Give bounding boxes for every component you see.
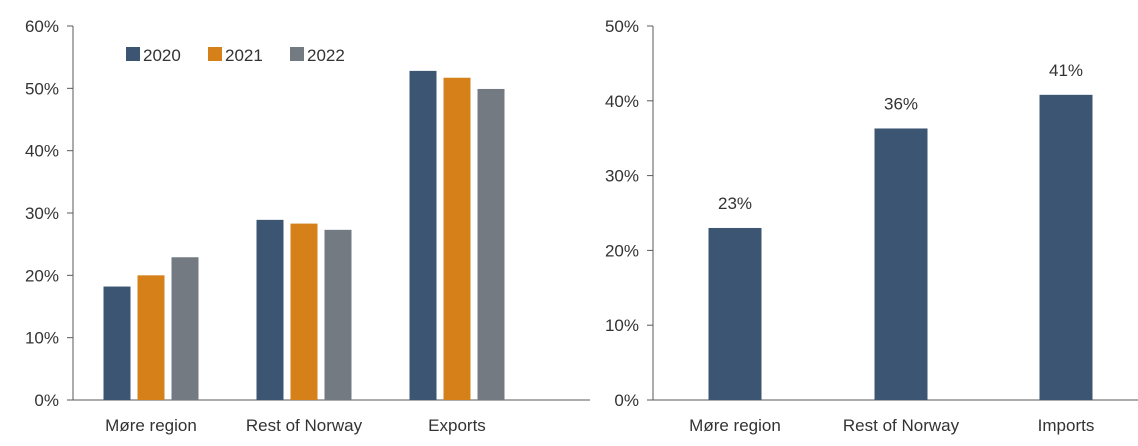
bar — [137, 275, 165, 400]
legend-swatch — [208, 47, 222, 61]
legend-label: 2021 — [225, 46, 263, 65]
legend-label: 2020 — [143, 46, 181, 65]
y-tick-label: 30% — [25, 204, 59, 223]
y-tick-label: 10% — [25, 329, 59, 348]
y-tick-label: 20% — [605, 241, 639, 260]
legend-label: 2022 — [307, 46, 345, 65]
bar — [477, 88, 505, 400]
bar — [409, 70, 437, 400]
y-tick-label: 0% — [614, 391, 639, 410]
x-category-label: Møre region — [105, 416, 197, 435]
bar — [103, 286, 131, 400]
y-tick-label: 20% — [25, 266, 59, 285]
x-category-label: Rest of Norway — [843, 416, 960, 435]
bar — [443, 77, 471, 400]
y-tick-label: 40% — [25, 142, 59, 161]
bar — [1039, 94, 1093, 400]
x-category-label: Rest of Norway — [246, 416, 363, 435]
bar — [708, 227, 762, 400]
x-category-label: Møre region — [689, 416, 781, 435]
x-category-label: Exports — [428, 416, 486, 435]
legend-swatch — [290, 47, 304, 61]
bar — [256, 219, 284, 400]
data-label: 23% — [718, 194, 752, 213]
data-label: 36% — [884, 94, 918, 113]
data-label: 41% — [1049, 61, 1083, 80]
bar — [171, 257, 199, 400]
y-tick-label: 50% — [605, 17, 639, 36]
x-category-label: Imports — [1038, 416, 1095, 435]
legend-swatch — [126, 47, 140, 61]
y-tick-label: 10% — [605, 316, 639, 335]
y-tick-label: 50% — [25, 79, 59, 98]
y-tick-label: 60% — [25, 17, 59, 36]
bar — [874, 128, 928, 400]
y-tick-label: 0% — [34, 391, 59, 410]
y-tick-label: 30% — [605, 167, 639, 186]
bar — [324, 229, 352, 400]
bar — [290, 223, 318, 400]
y-tick-label: 40% — [605, 92, 639, 111]
